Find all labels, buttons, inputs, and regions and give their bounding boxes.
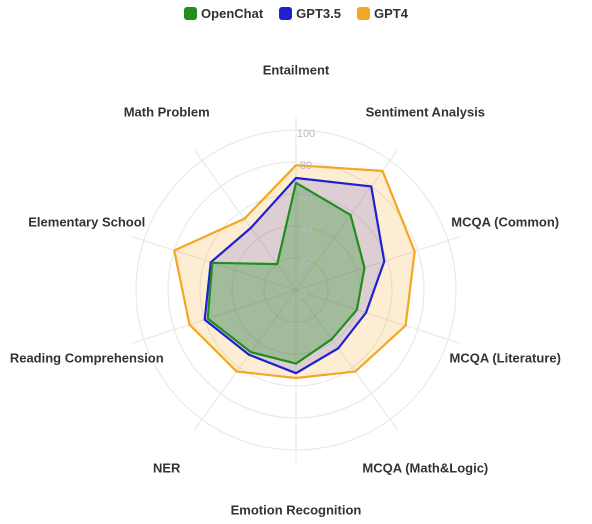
axis-label: MCQA (Literature) <box>449 350 560 365</box>
ring-label-0: 0 <box>299 288 305 300</box>
axis-label: Math Problem <box>124 105 210 120</box>
axis-label: Elementary School <box>28 215 145 230</box>
ring-label-100: 100 <box>297 128 315 140</box>
ring-label-60: 60 <box>300 192 312 204</box>
axis-label: Reading Comprehension <box>10 350 164 365</box>
ring-label-40: 40 <box>300 224 312 236</box>
axis-label: Sentiment Analysis <box>366 105 485 120</box>
axis-label: Emotion Recognition <box>231 503 362 518</box>
axis-label: Entailment <box>263 63 329 78</box>
axis-label: MCQA (Math&Logic) <box>362 460 488 475</box>
radar-chart-container: { "chart": { "type": "radar", "width": 5… <box>0 0 592 524</box>
ring-label-80: 80 <box>300 160 312 172</box>
ring-label-20: 20 <box>300 256 312 268</box>
axis-label: MCQA (Common) <box>451 215 559 230</box>
radar-svg <box>0 0 592 524</box>
axis-label: NER <box>153 460 180 475</box>
